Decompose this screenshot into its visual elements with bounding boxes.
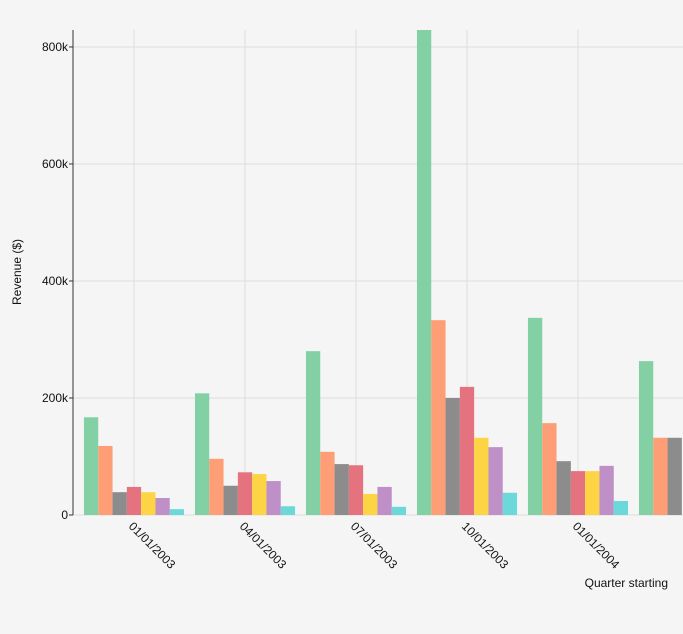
bar: [377, 486, 392, 515]
bar: [252, 474, 267, 515]
bar: [348, 465, 364, 515]
y-tick-label: 0: [61, 508, 68, 522]
bar: [169, 509, 185, 515]
bar: [194, 393, 210, 515]
bar: [126, 486, 142, 515]
bar: [474, 437, 489, 515]
bar: [305, 351, 321, 515]
bar: [542, 423, 557, 515]
bar: [527, 317, 543, 515]
bar: [223, 485, 238, 515]
bar: [334, 464, 349, 515]
y-tick-label: 800k: [42, 40, 69, 54]
bar: [391, 506, 407, 515]
bar: [585, 471, 600, 515]
bar: [266, 481, 281, 515]
y-tick-label: 200k: [42, 391, 69, 405]
bar: [431, 320, 446, 515]
bar: [488, 447, 503, 515]
x-tick-label: 01/01/2003: [126, 519, 179, 572]
bar: [445, 397, 460, 515]
bar: [502, 492, 518, 515]
x-tick-label: 01/01/2004: [570, 519, 623, 572]
bar: [667, 437, 682, 515]
bar: [209, 458, 224, 515]
bar: [112, 492, 127, 515]
bar: [320, 451, 335, 515]
bar: [416, 30, 432, 515]
bar: [613, 500, 629, 515]
bar: [459, 386, 475, 515]
bar: [237, 472, 253, 515]
bar: [98, 445, 113, 515]
x-tick-label: 07/01/2003: [348, 519, 401, 572]
bar: [653, 437, 668, 515]
bar: [280, 506, 296, 515]
y-tick-label: 400k: [42, 274, 69, 288]
x-tick-label: 04/01/2003: [237, 519, 290, 572]
bar: [155, 498, 170, 515]
y-tick-label: 600k: [42, 157, 69, 171]
bar: [638, 361, 654, 515]
x-axis-label: Quarter starting: [585, 576, 668, 590]
bar: [141, 492, 156, 515]
x-tick-label: 10/01/2003: [459, 519, 512, 572]
bar: [556, 461, 571, 515]
bar: [570, 471, 586, 515]
y-axis-label: Revenue ($): [10, 239, 24, 305]
bar: [363, 493, 378, 515]
bars: [83, 30, 682, 515]
grid: [69, 30, 683, 516]
bar: [599, 465, 614, 515]
bar: [83, 417, 99, 515]
